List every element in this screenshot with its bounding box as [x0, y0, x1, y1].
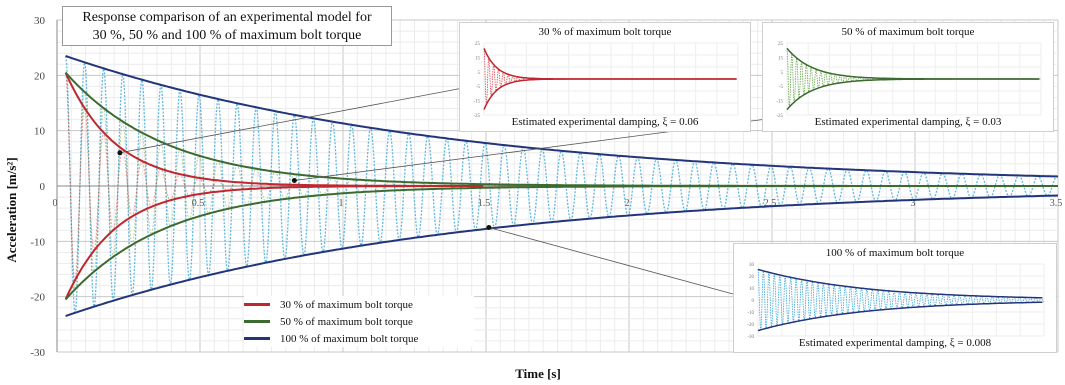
- inset-y-tick-label: -25: [776, 114, 783, 119]
- chart-title-line-2: 30 %, 50 % and 100 % of maximum bolt tor…: [92, 28, 362, 43]
- inset-y-tick-label: 25: [778, 42, 784, 47]
- inset-100-damping-note: Estimated experimental damping, ξ = 0.00…: [798, 337, 992, 349]
- inset-y-tick-label: 10: [749, 287, 755, 292]
- x-tick-label: 3.5: [1050, 198, 1063, 209]
- inset-y-tick-label: 15: [475, 56, 481, 61]
- envelope-100-upper: [65, 55, 1059, 178]
- inset-30-percent: 25 15 5 -5 -15 -25 30 % of maximum bolt torqu…: [459, 22, 751, 132]
- inset-envelope: [786, 78, 1040, 111]
- y-axis-label: Acceleration [m/s²]: [4, 157, 19, 263]
- inset-100-title: 100 % of maximum bolt torque: [825, 247, 965, 259]
- inset-envelope: [483, 78, 737, 110]
- y-tick-label: -20: [30, 292, 45, 304]
- inset-50-plot: 25 15 5 -5 -15 -25: [776, 42, 1042, 119]
- inset-50-title: 50 % of maximum bolt torque: [841, 26, 975, 38]
- inset-y-tick-label: -25: [473, 114, 480, 119]
- inset-100-percent: 30 20 10 0 -10 -20 -30 100 % of maximum bolt t…: [733, 243, 1057, 353]
- annotation-pointer-line: [488, 227, 734, 295]
- inset-y-tick-label: 5: [478, 71, 481, 76]
- x-tick-label: 3: [911, 198, 916, 209]
- y-tick-label: -30: [30, 347, 45, 359]
- x-tick-label: 2: [625, 198, 630, 209]
- x-tick-label: 0.5: [192, 198, 205, 209]
- inset-envelope: [757, 301, 1043, 332]
- legend-label-100: 100 % of maximum bolt torque: [280, 332, 419, 345]
- annotation-pointer-dot: [486, 225, 492, 230]
- chart-title: Response comparison of an experimental m…: [62, 6, 392, 46]
- legend-label-30: 30 % of maximum bolt torque: [280, 298, 413, 311]
- annotation-pointer-dot: [291, 177, 297, 183]
- x-tick-label: 2.5: [764, 198, 777, 209]
- envelope-50-lower: [64, 185, 1058, 301]
- inset-y-tick-label: -10: [747, 311, 754, 316]
- inset-envelope: [483, 48, 737, 80]
- legend-swatch-30: [244, 303, 270, 306]
- x-axis-label: Time [s]: [515, 366, 561, 381]
- x-tick-label: 0: [53, 198, 58, 209]
- x-tick-label: 1: [339, 198, 344, 209]
- legend-label-50: 50 % of maximum bolt torque: [280, 315, 413, 328]
- inset-50-percent: 25 15 5 -5 -15 -25 50 % of maximum bolt torqu…: [762, 22, 1054, 132]
- chart-title-line-1: Response comparison of an experimental m…: [82, 10, 372, 25]
- inset-y-tick-label: 5: [781, 71, 784, 76]
- envelope-30-lower: [64, 185, 484, 300]
- legend-swatch-50: [244, 320, 270, 323]
- y-tick-label: 20: [34, 70, 46, 82]
- inset-50-damping-note: Estimated experimental damping, ξ = 0.03: [814, 116, 1002, 128]
- inset-y-tick-label: 15: [778, 56, 784, 61]
- inset-y-tick-label: -5: [476, 85, 481, 90]
- annotation-pointer-dot: [117, 150, 123, 156]
- y-tick-label: 0: [40, 181, 46, 193]
- legend-item-30: 30 % of maximum bolt torque: [244, 296, 474, 313]
- legend-item-50: 50 % of maximum bolt torque: [244, 313, 474, 330]
- inset-y-tick-label: -30: [747, 335, 754, 340]
- inset-y-tick-label: 30: [749, 263, 755, 268]
- inset-30-damping-note: Estimated experimental damping, ξ = 0.06: [511, 116, 699, 128]
- inset-y-tick-label: -20: [747, 323, 754, 328]
- legend: 30 % of maximum bolt torque 50 % of maxi…: [244, 296, 474, 347]
- inset-30-plot: 25 15 5 -5 -15 -25: [473, 42, 739, 119]
- inset-y-tick-label: -5: [779, 85, 784, 90]
- inset-y-tick-label: 0: [752, 299, 755, 304]
- inset-y-tick-label: -15: [473, 100, 480, 105]
- inset-30-title: 30 % of maximum bolt torque: [538, 26, 672, 38]
- x-tick-label: 1.5: [478, 198, 491, 209]
- y-tick-label: 30: [34, 15, 46, 27]
- y-tick-label: 10: [34, 126, 46, 138]
- envelope-100-lower: [65, 194, 1059, 317]
- inset-envelope: [757, 268, 1043, 299]
- inset-oscillation-trace: [757, 269, 1045, 330]
- legend-swatch-100: [244, 337, 270, 340]
- annotation-pointer-line: [119, 84, 480, 154]
- inset-y-tick-label: 25: [475, 42, 481, 47]
- inset-y-tick-label: 20: [749, 275, 755, 280]
- legend-item-100: 100 % of maximum bolt torque: [244, 330, 474, 347]
- inset-100-plot: 30 20 10 0 -10 -20 -30: [747, 263, 1045, 340]
- inset-y-tick-label: -15: [776, 100, 783, 105]
- y-tick-label: -10: [30, 236, 45, 248]
